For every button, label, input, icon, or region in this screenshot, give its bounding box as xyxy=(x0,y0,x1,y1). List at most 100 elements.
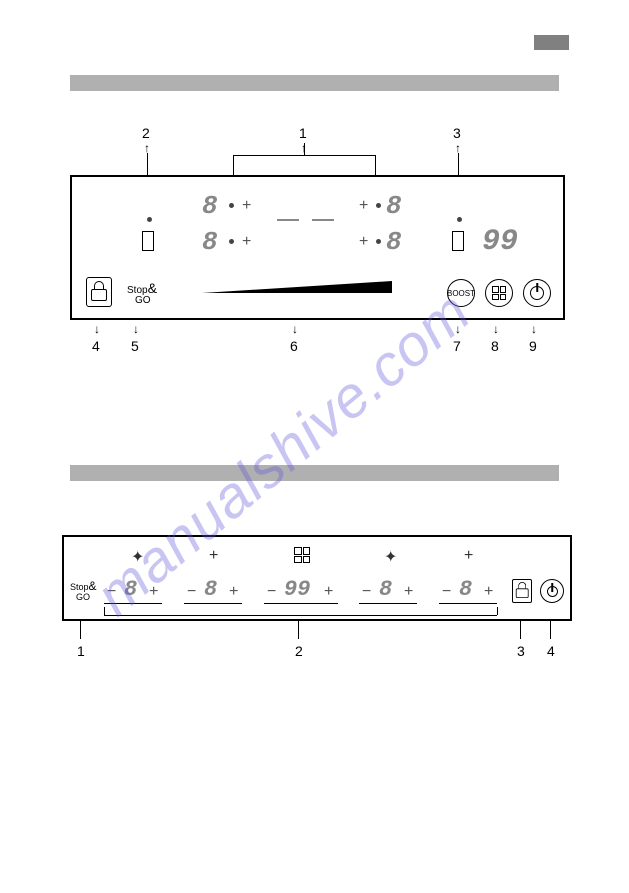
underline xyxy=(439,603,497,604)
zone-select-icon xyxy=(452,231,464,251)
zone-select-icon xyxy=(142,231,154,251)
power-slider xyxy=(202,281,392,293)
minus-icon: − xyxy=(362,583,371,601)
stop-go-label: Stop xyxy=(70,582,89,592)
zone-display-2: 8 xyxy=(204,577,217,602)
callout-p2-2: 2 xyxy=(295,643,303,659)
callout-6: 6 xyxy=(290,338,298,354)
power-button xyxy=(523,279,551,307)
callout-line xyxy=(80,621,81,639)
separator-bar-2 xyxy=(70,465,559,481)
indicator-dot xyxy=(376,203,381,208)
go-label: GO xyxy=(76,592,90,602)
callout-2: 2 xyxy=(142,125,150,141)
minus-icon: − xyxy=(187,583,196,601)
callout-p2-1: 1 xyxy=(77,643,85,659)
minus-icon: − xyxy=(267,583,276,601)
zone-icon: ✦ xyxy=(131,547,144,567)
stop-go-button: Stop& GO xyxy=(127,283,157,306)
callout-line xyxy=(550,621,551,639)
lock-icon xyxy=(515,582,529,600)
callout-line xyxy=(233,155,375,156)
zone-display-bot-left: 8 xyxy=(202,227,218,257)
callout-p2-4: 4 xyxy=(547,643,555,659)
zone-display-5: 8 xyxy=(459,577,472,602)
ampersand: & xyxy=(148,280,157,296)
panel1-top-callouts: 1 ↑ 2 ↑ 3 ↑ xyxy=(70,125,565,175)
indicator-dot xyxy=(457,217,462,222)
dash-segment xyxy=(277,219,299,221)
control-panel-1: 8 + + 8 8 + + 8 99 Stop& GO BOOST xyxy=(70,175,565,320)
underline xyxy=(359,603,417,604)
callout-line xyxy=(298,621,299,639)
callout-line xyxy=(304,143,305,155)
callout-5: 5 xyxy=(131,338,139,354)
stop-go-button: Stop& GO xyxy=(70,581,97,602)
plus-icon: + xyxy=(359,233,368,251)
plus-icon: + xyxy=(404,583,413,601)
control-panel-2-diagram: ✦ + ✦ + Stop& GO − 8 + − 8 + − 99 + − 8 … xyxy=(70,535,575,671)
indicator-dot xyxy=(229,203,234,208)
panel1-bottom-callouts: ↓ 4 ↓ 5 ↓ 6 ↓ 7 ↓ 8 ↓ 9 xyxy=(70,320,565,365)
callout-p2-3: 3 xyxy=(517,643,525,659)
underline xyxy=(104,603,162,604)
go-label: GO xyxy=(135,295,151,306)
callout-9: 9 xyxy=(529,338,537,354)
indicator-dot xyxy=(376,239,381,244)
page-corner-marker xyxy=(534,35,569,50)
lock-button-frame xyxy=(86,277,112,307)
arrow-icon: ↓ xyxy=(455,322,461,336)
zone-display-1: 8 xyxy=(124,577,137,602)
zone-display-bot-right: 8 xyxy=(386,227,402,257)
timer-display: 99 xyxy=(482,225,518,259)
callout-line xyxy=(233,155,234,175)
callout-1: 1 xyxy=(299,125,307,141)
minus-icon: − xyxy=(107,583,116,601)
plus-icon: + xyxy=(229,583,238,601)
plus-icon: + xyxy=(324,583,333,601)
grid-icon xyxy=(294,547,310,563)
indicator-dot xyxy=(229,239,234,244)
underline xyxy=(184,603,242,604)
control-panel-2: ✦ + ✦ + Stop& GO − 8 + − 8 + − 99 + − 8 … xyxy=(62,535,572,621)
callout-bracket xyxy=(104,615,497,616)
callout-line xyxy=(375,155,376,175)
callout-4: 4 xyxy=(92,338,100,354)
callout-8: 8 xyxy=(491,338,499,354)
indicator-dot xyxy=(147,217,152,222)
plus-icon: + xyxy=(464,547,473,565)
control-panel-1-diagram: 1 ↑ 2 ↑ 3 ↑ 8 + + 8 8 + + 8 99 xyxy=(70,125,565,365)
plus-icon: + xyxy=(149,583,158,601)
zone-display-4: 8 xyxy=(379,577,392,602)
callout-line xyxy=(458,153,459,175)
separator-bar-1 xyxy=(70,75,559,91)
zone-grid-button xyxy=(485,279,513,307)
power-icon xyxy=(547,586,558,597)
timer-display: 99 xyxy=(284,577,310,602)
power-button xyxy=(540,579,564,603)
zone-display-top-right: 8 xyxy=(386,191,402,221)
arrow-icon: ↓ xyxy=(493,322,499,336)
minus-icon: − xyxy=(442,583,451,601)
callout-line xyxy=(147,153,148,175)
boost-label: BOOST xyxy=(447,289,475,298)
callout-bracket xyxy=(497,607,498,615)
ampersand: & xyxy=(89,579,97,593)
dash-segment xyxy=(312,219,334,221)
arrow-icon: ↓ xyxy=(531,322,537,336)
arrow-icon: ↓ xyxy=(133,322,139,336)
boost-button: BOOST xyxy=(447,279,475,307)
zone-display-top-left: 8 xyxy=(202,191,218,221)
zone-icon: ✦ xyxy=(384,547,397,567)
plus-icon: + xyxy=(359,197,368,215)
callout-7: 7 xyxy=(453,338,461,354)
callout-3: 3 xyxy=(453,125,461,141)
panel2-bottom-callouts: 1 2 3 4 xyxy=(70,621,575,671)
callout-bracket xyxy=(104,607,105,615)
plus-icon: + xyxy=(242,233,251,251)
underline xyxy=(264,603,338,604)
plus-icon: + xyxy=(242,197,251,215)
arrow-icon: ↓ xyxy=(292,322,298,336)
power-icon xyxy=(530,286,544,300)
grid-icon xyxy=(492,286,506,300)
